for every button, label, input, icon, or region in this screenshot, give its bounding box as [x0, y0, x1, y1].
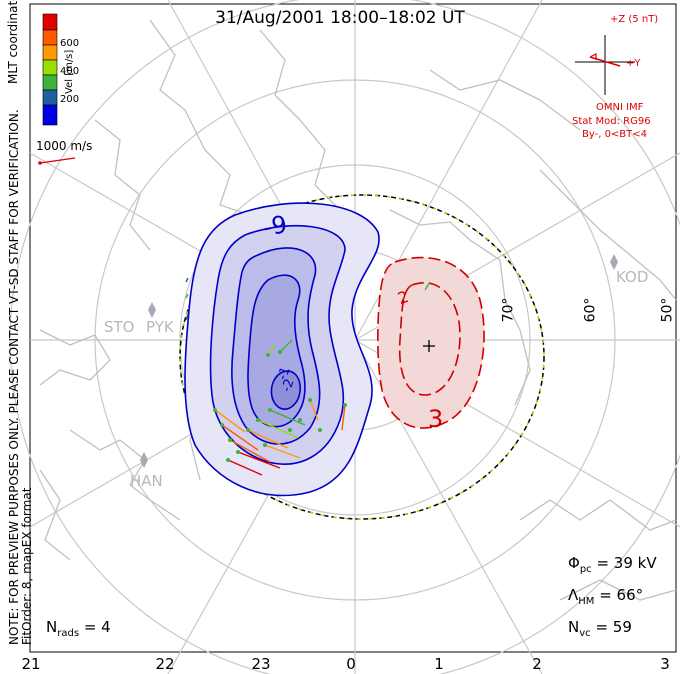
phi-value: = 39 kV [596, 554, 657, 572]
velocity-scale-bar [39, 157, 76, 164]
imf-y-label: +Y [626, 58, 641, 69]
fit-order-line: FitOrder: 8, mapEX format [20, 487, 34, 645]
nrads-subscript: rads [57, 628, 80, 639]
imf-source: OMNI IMF [596, 102, 644, 113]
phi-symbol: Φ [568, 554, 580, 572]
mlt-tick-0: 0 [346, 655, 356, 673]
station-label-han: HAN [130, 472, 163, 490]
phi-subscript: pc [579, 564, 592, 575]
lat-label-70: 70° [500, 297, 517, 323]
map-title: 31/Aug/2001 18:00–18:02 UT [215, 8, 465, 28]
imf-condition: By-, 0<BT<4 [582, 129, 648, 140]
station-label-pyk: PYK [146, 318, 174, 336]
coastlines [39, 19, 677, 601]
lat-label-60: 60° [582, 297, 599, 323]
vector-count: Nvc = 59 [568, 618, 632, 639]
station-marker-han [140, 452, 148, 468]
station-label-kod: KOD [616, 268, 649, 286]
station-label-sto: STO [104, 318, 135, 336]
colorbar-tick-600: 600 [60, 38, 80, 49]
lat-label-50: 50° [659, 297, 676, 323]
mlt-tick-2: 2 [532, 655, 542, 673]
potential-max-marker [423, 340, 435, 352]
preview-note: NOTE: FOR PREVIEW PURPOSES ONLY. PLEASE … [7, 109, 34, 645]
contour-label-pos3: 3 [428, 405, 444, 433]
nrads-symbol: N [46, 618, 58, 636]
colorbar-tick-200: 200 [60, 94, 80, 105]
mlt-tick-1: 1 [434, 655, 444, 673]
cross-polar-potential: Φpc = 39 kV [568, 554, 657, 575]
colorbar-tick-400: 400 [60, 66, 80, 77]
velocity-colorbar [42, 13, 58, 126]
hmb-latitude: ΛHM = 66° [568, 586, 643, 607]
velocity-scale-label: 1000 m/s [36, 139, 93, 153]
contour-label-neg9: -9 [260, 210, 290, 242]
station-marker-kod [610, 254, 618, 270]
radar-count: Nrads = 4 [46, 618, 111, 639]
mlt-tick-22: 22 [155, 655, 175, 673]
coordinate-system-label: MLT coordinates [6, 0, 20, 84]
nvc-subscript: vc [579, 628, 591, 639]
mlt-tick-3: 3 [660, 655, 670, 673]
lambda-subscript: HM [578, 596, 595, 607]
lat-circle-50 [9, 0, 680, 674]
velocity-vectors [185, 277, 431, 476]
plot-border [29, 3, 677, 653]
imf-stat-model: Stat Mod: RG96 [572, 116, 651, 127]
lambda-value: = 66° [599, 586, 644, 604]
station-marker-sto [148, 302, 156, 318]
mlt-tick-23: 23 [251, 655, 271, 673]
positive-convection-cell [377, 256, 485, 429]
vector-origins [213, 350, 347, 462]
imf-dial [575, 35, 635, 95]
nvc-value: = 59 [595, 618, 632, 636]
nrads-value: = 4 [83, 618, 111, 636]
nvc-symbol: N [568, 618, 580, 636]
imf-z-label: +Z (5 nT) [610, 14, 659, 25]
lambda-symbol: Λ [568, 586, 579, 604]
mlt-tick-21: 21 [21, 655, 41, 673]
station-markers [140, 254, 618, 468]
hmb-boundary [179, 194, 545, 520]
